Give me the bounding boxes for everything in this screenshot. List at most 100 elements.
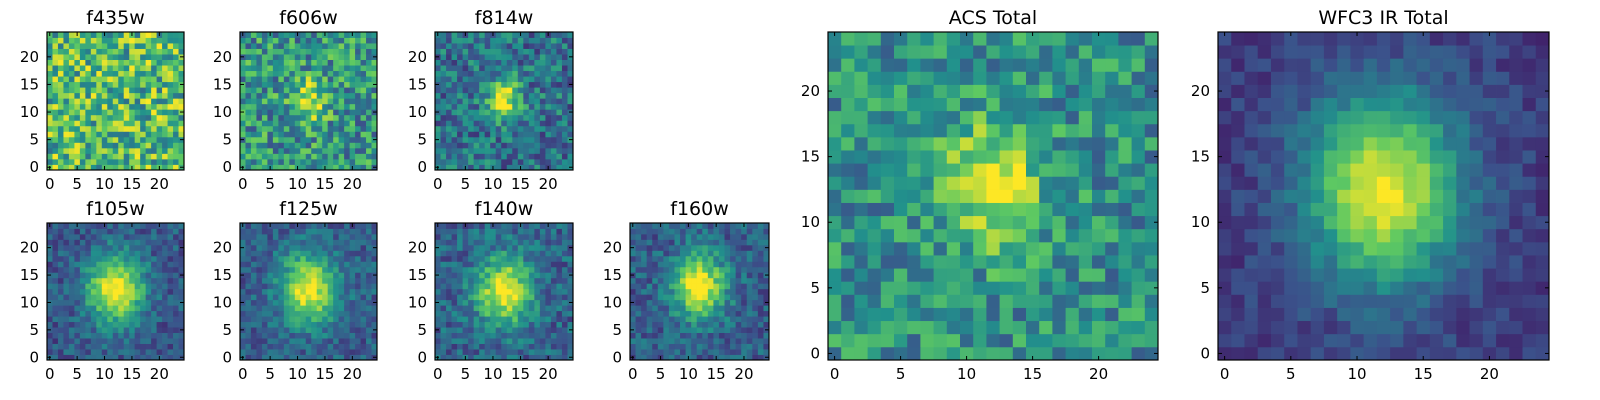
heatmap-cell [300, 332, 307, 339]
heatmap-cell [300, 131, 307, 138]
heatmap-cell [278, 255, 285, 262]
heatmap-cell [355, 283, 361, 290]
heatmap-cell [283, 343, 290, 350]
heatmap-cell [545, 261, 552, 268]
heatmap-cell [360, 81, 367, 88]
heatmap-cell [322, 142, 329, 149]
heatmap-cell [74, 114, 81, 121]
heatmap-cell [173, 109, 179, 116]
heatmap-cell [338, 338, 345, 344]
heatmap-cell [360, 277, 367, 284]
heatmap-cell [322, 305, 329, 312]
heatmap-cell [278, 76, 285, 83]
heatmap-cell [894, 215, 908, 230]
heatmap-cell [134, 332, 141, 339]
heatmap-cell [85, 255, 92, 262]
heatmap-cell [52, 131, 59, 138]
heatmap-cell [1144, 241, 1159, 256]
heatmap-cell [107, 136, 114, 143]
heatmap-cell [528, 283, 535, 290]
heatmap-cell [539, 109, 546, 116]
heatmap-cell [457, 338, 463, 344]
heatmap-cell [696, 354, 703, 361]
heatmap-cell [517, 310, 524, 317]
heatmap-cell [355, 48, 361, 55]
heatmap-cell [322, 349, 329, 355]
heatmap-cell [240, 316, 246, 323]
heatmap-cell [52, 327, 59, 333]
heatmap-cell [355, 158, 361, 165]
heatmap-cell [349, 261, 356, 268]
heatmap-cell [724, 349, 731, 355]
heatmap-cell [151, 299, 157, 306]
heatmap-cell [123, 255, 130, 262]
heatmap-cell [338, 244, 345, 251]
heatmap-cell [986, 255, 1000, 269]
heatmap-cell [68, 244, 75, 251]
y-tick-label: 0 [612, 348, 622, 366]
heatmap-cell [867, 215, 882, 230]
heatmap-cell [289, 48, 296, 55]
heatmap-cell [663, 244, 670, 251]
heatmap-cell [451, 250, 458, 257]
heatmap-cell [173, 228, 179, 235]
heatmap-cell [702, 261, 709, 268]
heatmap-cell [129, 92, 136, 99]
heatmap-cell [713, 288, 720, 295]
heatmap-cell [1052, 189, 1066, 203]
heatmap-cell [134, 239, 141, 246]
heatmap-cell [360, 343, 367, 350]
heatmap-cell [534, 109, 541, 116]
heatmap-cell [435, 120, 441, 127]
x-tick-label: 5 [265, 175, 275, 193]
heatmap-cell [107, 332, 114, 339]
heatmap-cell [561, 120, 568, 127]
heatmap-cell [735, 228, 742, 235]
heatmap-cell [101, 109, 108, 116]
heatmap-cell [657, 250, 664, 257]
heatmap-cell [1078, 189, 1093, 203]
heatmap-cell [355, 103, 361, 110]
heatmap-cell [178, 338, 185, 344]
heatmap-cell [702, 327, 709, 333]
heatmap-cell [240, 98, 246, 105]
heatmap-cell [140, 142, 147, 149]
heatmap-cell [457, 59, 463, 66]
heatmap-cell [741, 277, 748, 284]
heatmap-cell [730, 294, 737, 301]
heatmap-cell [256, 266, 263, 273]
heatmap-cell [145, 32, 152, 38]
heatmap-cell [289, 43, 296, 49]
heatmap-cell [501, 153, 508, 160]
heatmap-cell [479, 131, 486, 138]
heatmap-cell [267, 250, 274, 257]
heatmap-cell [691, 255, 698, 262]
heatmap-cell [646, 294, 653, 301]
heatmap-cell [652, 310, 659, 317]
y-tick-label: 15 [603, 266, 622, 284]
heatmap-cell [79, 299, 86, 306]
heatmap-cell [462, 338, 469, 344]
heatmap-cell [517, 43, 524, 49]
heatmap-cell [349, 37, 356, 44]
heatmap-cell [741, 305, 748, 312]
heatmap-cell [344, 250, 350, 257]
heatmap-cell [371, 98, 378, 105]
heatmap-cell [523, 92, 530, 99]
heatmap-cell [283, 327, 290, 333]
heatmap-cell [349, 70, 356, 77]
heatmap-cell [1065, 268, 1080, 282]
heatmap-cell [435, 349, 441, 355]
heatmap-cell [156, 316, 163, 323]
heatmap-cell [556, 266, 563, 273]
heatmap-cell [338, 354, 345, 361]
heatmap-cell [107, 37, 114, 44]
heatmap-cell [641, 305, 648, 312]
heatmap-cell [245, 59, 252, 66]
heatmap-cell [327, 294, 334, 301]
heatmap-cell [528, 59, 535, 66]
heatmap-cell [311, 299, 318, 306]
heatmap-cell [278, 283, 285, 290]
heatmap-cell [355, 125, 361, 132]
heatmap-cell [57, 81, 64, 88]
